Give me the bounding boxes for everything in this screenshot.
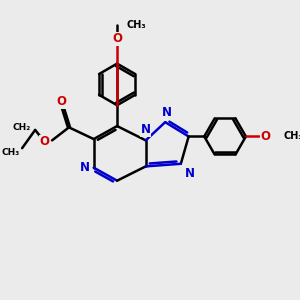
- Text: N: N: [80, 161, 90, 174]
- Text: N: N: [161, 106, 172, 119]
- Text: CH₂: CH₂: [13, 123, 31, 132]
- Text: O: O: [40, 135, 50, 148]
- Text: N: N: [141, 124, 151, 136]
- Text: CH₃: CH₃: [126, 20, 146, 30]
- Text: CH₃: CH₃: [1, 148, 20, 157]
- Text: CH₃: CH₃: [284, 131, 300, 142]
- Text: O: O: [56, 95, 66, 108]
- Text: N: N: [185, 167, 195, 180]
- Text: O: O: [112, 32, 122, 45]
- Text: O: O: [260, 130, 270, 143]
